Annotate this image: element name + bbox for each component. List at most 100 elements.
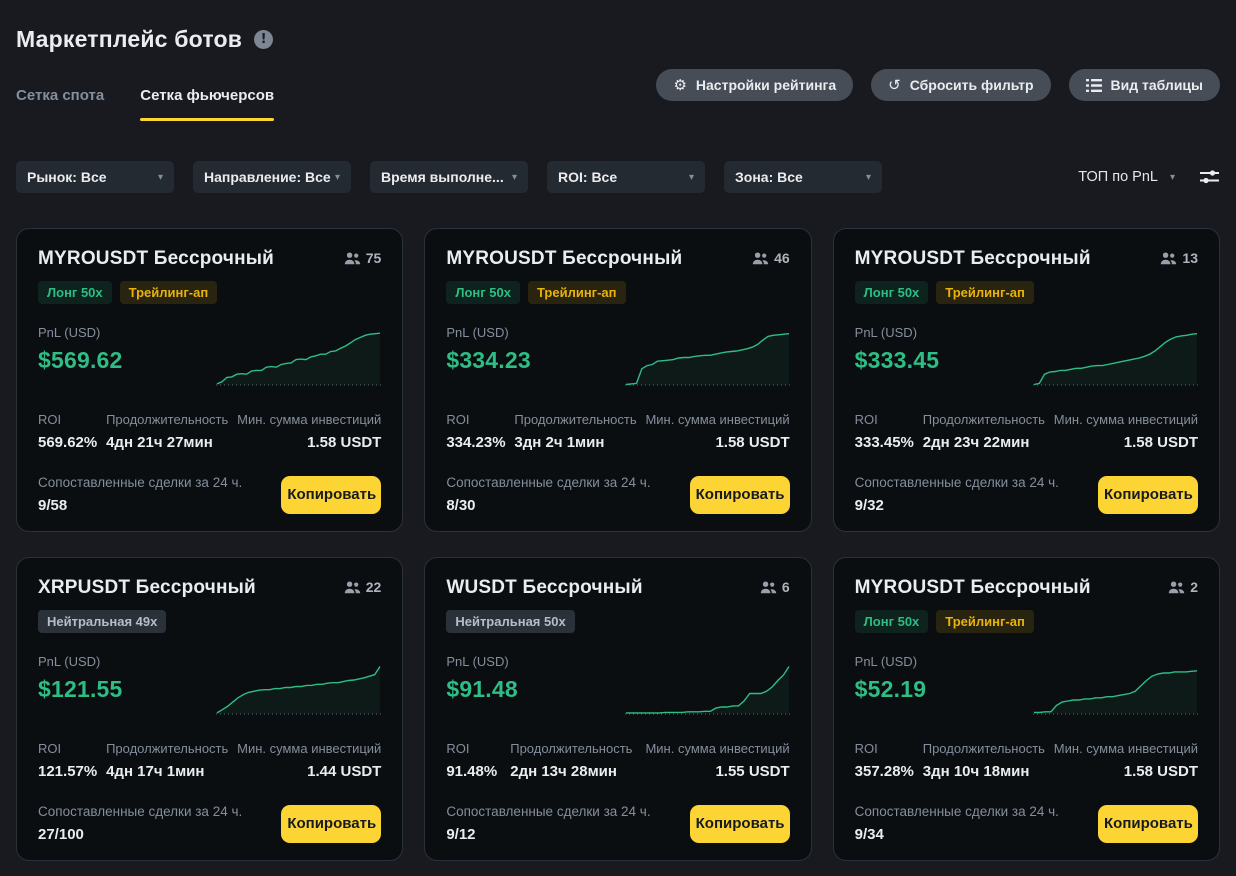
- bot-tags: Лонг 50x Трейлинг-ап: [854, 610, 1198, 633]
- copy-button[interactable]: Копировать: [281, 804, 382, 843]
- card-header: MYROUSDT Бессрочный 75: [38, 248, 381, 270]
- card-footer: Сопоставленные сделки за 24 ч. 9/32 Копи…: [855, 475, 1198, 514]
- header-actions: ⚙ Настройки рейтинга ↺ Сбросить фильтр В…: [656, 69, 1220, 101]
- duration-value: 2дн 23ч 22мин: [922, 434, 1030, 451]
- pnl-sparkline: [1033, 325, 1198, 387]
- copiers-count: 6: [760, 577, 790, 595]
- bot-card[interactable]: MYROUSDT Бессрочный 75 Лонг 50x Трейлинг-…: [16, 228, 404, 532]
- bot-card[interactable]: WUSDT Бессрочный 6 Нейтральная 50x PnL (…: [424, 557, 812, 861]
- stats-row: ROI 357.28% Продолжительность 3дн 10ч 18…: [855, 741, 1198, 780]
- duration-value: 3дн 10ч 18мин: [922, 763, 1030, 780]
- bot-tag-neutral: Нейтральная 49x: [38, 610, 167, 633]
- card-header: XRPUSDT Бессрочный 22: [38, 577, 381, 599]
- card-footer: Сопоставленные сделки за 24 ч. 8/30 Копи…: [446, 475, 790, 514]
- roi-stat: ROI 333.45%: [855, 412, 914, 451]
- tab-spot-grid[interactable]: Сетка спота: [16, 87, 105, 104]
- pnl-section: PnL (USD) $91.48: [446, 654, 790, 718]
- rating-settings-button[interactable]: ⚙ Настройки рейтинга: [656, 69, 854, 101]
- bot-pair-title: MYROUSDT Бессрочный: [38, 248, 275, 269]
- bot-card[interactable]: MYROUSDT Бессрочный 13 Лонг 50x Трейлинг-…: [832, 228, 1220, 532]
- copy-button[interactable]: Копировать: [689, 804, 790, 843]
- bot-pair-title: MYROUSDT Бессрочный: [446, 248, 683, 269]
- market-filter-value: Рынок: Все: [27, 169, 107, 185]
- runtime-filter-value: Время выполне...: [381, 169, 504, 185]
- reset-filter-button[interactable]: ↺ Сбросить фильтр: [871, 69, 1051, 101]
- pnl-value: $334.23: [446, 347, 531, 373]
- matched-trades-label: Сопоставленные сделки за 24 ч.: [446, 475, 651, 490]
- pnl-sparkline: [216, 325, 382, 387]
- bot-tags: Лонг 50x Трейлинг-ап: [446, 281, 789, 304]
- pnl-label: PnL (USD): [38, 325, 101, 340]
- chevron-down-icon: ▾: [334, 171, 340, 183]
- card-header: MYROUSDT Бессрочный 46: [446, 248, 789, 270]
- runtime-filter-dropdown[interactable]: Время выполне... ▾: [370, 161, 528, 193]
- pnl-sparkline: [624, 654, 790, 716]
- copiers-count: 75: [344, 248, 381, 266]
- copy-button[interactable]: Копировать: [281, 475, 382, 514]
- duration-value: 3дн 2ч 1мин: [514, 434, 605, 451]
- copy-button[interactable]: Копировать: [1098, 804, 1198, 843]
- tab-futures-grid[interactable]: Сетка фьючерсов: [140, 87, 274, 121]
- sort-area: ТОП по PnL ▾: [1078, 167, 1220, 187]
- info-icon[interactable]: !: [254, 30, 274, 49]
- display-settings-button[interactable]: [1199, 167, 1220, 187]
- duration-value: 4дн 17ч 1мин: [106, 763, 205, 780]
- pnl-section: PnL (USD) $121.55: [38, 654, 382, 718]
- tabs: Сетка спота Сетка фьючерсов: [16, 87, 274, 121]
- min-investment-label: Мин. сумма инвестиций: [1053, 412, 1198, 427]
- roi-value: 121.57%: [38, 763, 98, 780]
- toolbar-row: Сетка спота Сетка фьючерсов ⚙ Настройки …: [16, 69, 1220, 121]
- bot-tag-trailing: Трейлинг-ап: [527, 281, 626, 304]
- users-icon: [760, 580, 777, 595]
- roi-filter-value: ROI: Все: [558, 169, 618, 185]
- min-investment-stat: Мин. сумма инвестиций 1.44 USDT: [237, 741, 381, 780]
- bot-tags: Нейтральная 50x: [446, 610, 789, 633]
- pnl-sparkline: [216, 654, 382, 716]
- copy-button[interactable]: Копировать: [689, 475, 790, 514]
- stats-row: ROI 334.23% Продолжительность 3дн 2ч 1ми…: [446, 412, 789, 451]
- users-icon: [752, 251, 769, 266]
- roi-filter-dropdown[interactable]: ROI: Все ▾: [547, 161, 705, 193]
- stats-row: ROI 91.48% Продолжительность 2дн 13ч 28м…: [446, 741, 789, 780]
- market-filter-dropdown[interactable]: Рынок: Все ▾: [16, 161, 174, 193]
- matched-trades-value: 9/58: [38, 497, 68, 514]
- chevron-down-icon: ▾: [688, 171, 694, 183]
- bot-card[interactable]: MYROUSDT Бессрочный 2 Лонг 50x Трейлинг-а…: [832, 557, 1220, 861]
- bot-tag-trailing: Трейлинг-ап: [936, 610, 1034, 633]
- duration-value: 2дн 13ч 28мин: [510, 763, 617, 780]
- matched-trades-label: Сопоставленные сделки за 24 ч.: [854, 475, 1059, 490]
- matched-trades-value: 27/100: [38, 826, 84, 843]
- direction-filter-dropdown[interactable]: Направление: Все ▾: [193, 161, 351, 193]
- pnl-label: PnL (USD): [446, 325, 509, 340]
- bot-card[interactable]: XRPUSDT Бессрочный 22 Нейтральная 49x Pn…: [16, 557, 404, 861]
- bot-tags: Лонг 50x Трейлинг-ап: [38, 281, 381, 304]
- pnl-label: PnL (USD): [854, 325, 918, 340]
- pnl-value: $569.62: [38, 347, 123, 373]
- chevron-down-icon: ▾: [511, 171, 517, 183]
- users-icon: [344, 251, 361, 266]
- bot-tags: Лонг 50x Трейлинг-ап: [854, 281, 1198, 304]
- chevron-down-icon: ▾: [865, 171, 871, 183]
- table-view-button[interactable]: Вид таблицы: [1068, 69, 1220, 101]
- copiers-count: 22: [344, 577, 381, 595]
- bot-card[interactable]: MYROUSDT Бессрочный 46 Лонг 50x Трейлинг-…: [424, 228, 812, 532]
- bot-tag-long: Лонг 50x: [446, 281, 520, 304]
- matched-trades-block: Сопоставленные сделки за 24 ч. 9/34: [855, 804, 1059, 843]
- sort-dropdown[interactable]: ТОП по PnL ▾: [1078, 169, 1175, 185]
- pnl-block: PnL (USD) $52.19: [855, 654, 927, 703]
- copy-button[interactable]: Копировать: [1098, 475, 1198, 514]
- duration-stat: Продолжительность 4дн 17ч 1мин: [106, 741, 228, 780]
- zone-filter-dropdown[interactable]: Зона: Все ▾: [724, 161, 882, 193]
- duration-label: Продолжительность: [514, 412, 637, 427]
- copiers-value: 13: [1182, 250, 1198, 266]
- pnl-value: $121.55: [38, 676, 123, 702]
- roi-label: ROI: [446, 741, 470, 756]
- pnl-label: PnL (USD): [854, 654, 918, 669]
- pnl-section: PnL (USD) $333.45: [855, 325, 1198, 389]
- bot-tags: Нейтральная 49x: [38, 610, 381, 633]
- pnl-value: $91.48: [446, 676, 518, 702]
- copiers-value: 2: [1190, 579, 1198, 595]
- roi-value: 357.28%: [854, 763, 914, 780]
- pnl-label: PnL (USD): [38, 654, 101, 669]
- filters-row: Рынок: Все ▾ Направление: Все ▾ Время вы…: [16, 161, 1220, 193]
